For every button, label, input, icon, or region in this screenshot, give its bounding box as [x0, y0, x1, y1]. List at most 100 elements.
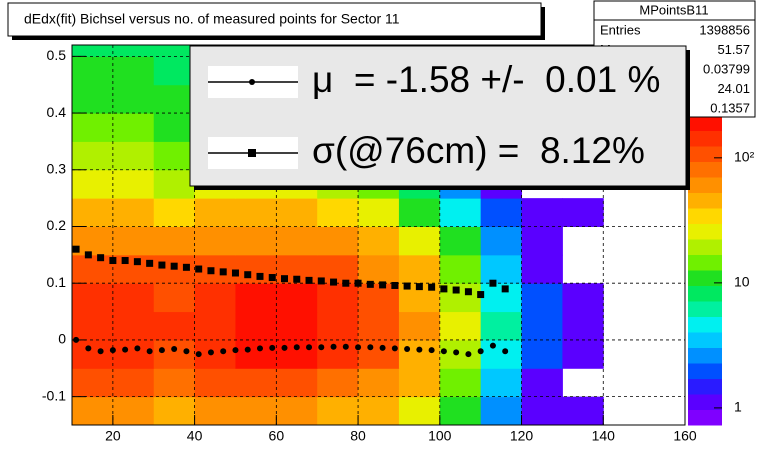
color-step — [688, 409, 722, 426]
x-tick-label: 140 — [592, 428, 616, 444]
mean-point — [318, 344, 325, 351]
heat-cell — [194, 226, 236, 256]
heat-cell — [276, 396, 318, 425]
mean-point — [489, 342, 496, 349]
sigma-point — [391, 281, 399, 289]
mean-point — [477, 348, 484, 355]
heat-cell — [112, 84, 155, 114]
sigma-point — [415, 283, 423, 291]
heat-cell — [153, 339, 196, 369]
heat-cell — [562, 311, 604, 341]
mean-point — [269, 344, 276, 351]
x-tick-label: 120 — [510, 428, 534, 444]
heat-cell — [358, 311, 400, 341]
x-tick-label: 160 — [673, 428, 697, 444]
heat-cell — [521, 339, 563, 369]
mean-point — [416, 346, 423, 353]
heat-cell — [112, 254, 155, 284]
sigma-point — [182, 263, 190, 271]
heat-cell — [317, 368, 359, 398]
sigma-point — [231, 269, 239, 277]
mean-point — [146, 348, 153, 355]
heat-cell — [317, 311, 359, 341]
heat-cell — [358, 254, 400, 284]
color-step — [688, 223, 722, 240]
legend-marker — [249, 79, 255, 85]
color-step — [688, 394, 722, 410]
sigma-point — [342, 279, 350, 287]
heat-cell — [72, 368, 114, 398]
heat-cell — [276, 311, 318, 341]
sigma-point — [244, 271, 252, 279]
heat-cell — [358, 339, 400, 369]
heat-cell — [276, 339, 318, 369]
heat-cell — [276, 198, 318, 227]
mean-point — [207, 349, 214, 356]
color-step — [688, 177, 722, 193]
sigma-point — [281, 275, 289, 283]
heat-cell — [439, 311, 482, 341]
mean-point — [391, 345, 398, 352]
x-tick-label: 60 — [269, 428, 285, 444]
heat-cell — [112, 141, 155, 171]
stats-title: MPointsB11 — [639, 2, 708, 17]
heat-cell — [521, 283, 563, 313]
heat-cell — [480, 198, 523, 227]
heat-cell — [439, 198, 482, 227]
heat-cell — [480, 311, 523, 341]
sigma-point — [109, 257, 117, 265]
heat-cell — [439, 226, 482, 256]
x-tick-label: 20 — [105, 428, 121, 444]
sigma-point — [84, 251, 92, 259]
heat-cell — [235, 368, 277, 398]
heat-cell — [562, 198, 604, 227]
heat-cell — [153, 56, 196, 86]
stats-value: 0.03799 — [703, 61, 750, 76]
heat-cell — [398, 226, 441, 256]
heat-cell — [398, 368, 441, 398]
y-tick-label: 0.3 — [47, 160, 67, 176]
heat-cell — [235, 311, 277, 341]
heat-cell — [317, 226, 359, 256]
heat-cell — [480, 396, 523, 425]
heat-cell — [235, 283, 277, 313]
heat-cell — [72, 283, 114, 313]
heat-cell — [439, 396, 482, 425]
frame — [71, 44, 686, 426]
heat-cell — [153, 169, 196, 199]
mean-point — [195, 351, 202, 358]
heat-cell — [72, 396, 114, 425]
heat-cell — [317, 198, 359, 227]
sigma-point — [158, 261, 166, 269]
heat-cell — [72, 311, 114, 341]
sigma-point — [195, 265, 203, 273]
color-step — [688, 363, 722, 379]
heat-cell — [562, 396, 604, 425]
heat-cell — [72, 113, 114, 142]
title-box — [7, 2, 542, 37]
mean-point — [293, 344, 300, 351]
heat-cell — [112, 339, 155, 369]
heat-cell — [72, 169, 114, 199]
color-step — [688, 347, 722, 364]
heat-cell — [358, 396, 400, 425]
heat-cell — [276, 368, 318, 398]
heat-cell — [112, 56, 155, 86]
heat-cell — [112, 198, 155, 227]
mean-point — [256, 345, 263, 352]
legend-marker — [248, 149, 256, 157]
mean-point — [453, 349, 460, 356]
color-step — [688, 239, 722, 255]
y-tick-label: 0 — [58, 331, 66, 347]
mean-point — [134, 345, 141, 352]
heat-cell — [235, 226, 277, 256]
heat-cell — [112, 45, 155, 57]
sigma-point — [72, 245, 80, 253]
heat-cell — [72, 339, 114, 369]
heat-cell — [521, 198, 563, 227]
stats-value: 51.57 — [717, 42, 750, 57]
heat-cell — [358, 226, 400, 256]
mean-point — [171, 346, 178, 352]
heat-cell — [112, 113, 155, 142]
